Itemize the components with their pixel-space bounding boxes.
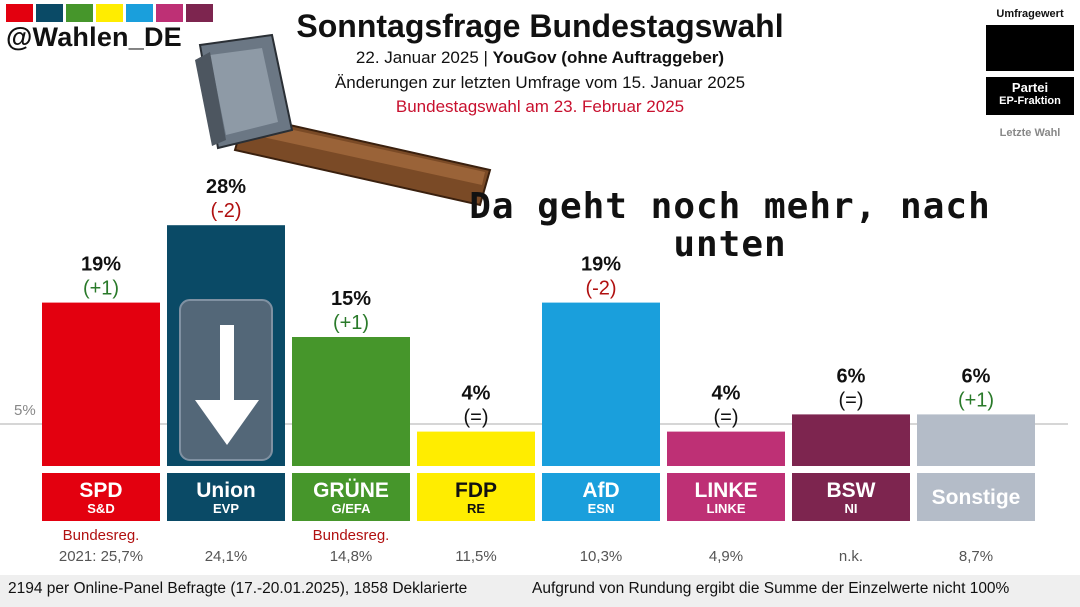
party-label-box	[667, 473, 785, 521]
party-label-box	[542, 473, 660, 521]
color-strip-swatch	[126, 4, 153, 22]
change-label: (=)	[714, 407, 739, 429]
party-name: SPD	[79, 479, 122, 502]
ep-fraction: S&D	[87, 501, 114, 516]
ep-fraction: G/EFA	[331, 501, 371, 516]
bar-linke	[667, 431, 785, 466]
bar-afd	[542, 302, 660, 466]
change-label: (-2)	[585, 278, 616, 300]
change-label: (+1)	[83, 278, 119, 300]
bar-fdp	[417, 431, 535, 466]
channel-handle: @Wahlen_DE	[6, 22, 182, 52]
change-label: (-2)	[210, 200, 241, 222]
legend-fraction-label: EP-Fraktion	[999, 95, 1061, 107]
color-strip-swatch	[156, 4, 183, 22]
party-label-box	[917, 473, 1035, 521]
last-election-value: 24,1%	[205, 548, 248, 565]
last-election-value: 11,5%	[455, 548, 496, 565]
ep-fraction: LINKE	[707, 501, 746, 516]
value-label: 19%	[581, 254, 621, 276]
party-label-box	[167, 473, 285, 521]
last-election-value: n.k.	[839, 548, 863, 565]
page-title: Sonntagsfrage Bundestagswahl	[296, 8, 784, 44]
value-label: 4%	[462, 383, 491, 405]
party-name: GRÜNE	[313, 479, 389, 502]
party-name: Sonstige	[932, 486, 1021, 509]
subtitle-election-date: Bundestagswahl am 23. Februar 2025	[395, 97, 685, 116]
party-label-box	[42, 473, 160, 521]
color-strip-swatch	[96, 4, 123, 22]
party-name: BSW	[827, 479, 876, 502]
subtitle-changes: Änderungen zur letzten Umfrage vom 15. J…	[334, 73, 746, 92]
last-election-value: 10,3%	[580, 548, 623, 565]
ep-fraction: EVP	[213, 501, 239, 516]
bar-bsw	[792, 414, 910, 466]
value-label: 28%	[206, 176, 246, 198]
party-label-box	[792, 473, 910, 521]
bar-spd	[42, 302, 160, 466]
last-election-value: 14,8%	[330, 548, 373, 565]
arrow-down-icon	[195, 400, 259, 445]
ep-fraction: RE	[467, 501, 485, 516]
last-election-value: 8,7%	[959, 548, 993, 565]
subtitle-institute: YouGov (ohne Auftraggeber)	[492, 48, 725, 67]
color-strip-swatch	[186, 4, 213, 22]
legend-party-box: Partei EP-Fraktion	[986, 77, 1074, 115]
value-label: 6%	[962, 365, 991, 387]
change-label: (+1)	[958, 389, 994, 411]
bar-grüne	[292, 337, 410, 466]
last-election-value: 4,9%	[709, 548, 743, 565]
value-label: 6%	[837, 365, 866, 387]
overlay-caption: Da geht noch mehr, nach unten	[469, 186, 991, 265]
party-name: LINKE	[695, 479, 758, 502]
change-label: (=)	[464, 407, 489, 429]
hammer-icon	[195, 33, 492, 207]
ep-fraction: NI	[845, 501, 858, 516]
arrow-down-icon	[220, 325, 234, 405]
legend-party-label: Partei	[1011, 80, 1049, 95]
ep-fraction: ESN	[588, 501, 615, 516]
value-label: 19%	[81, 254, 121, 276]
color-strip	[6, 4, 213, 22]
color-strip-swatch	[36, 4, 63, 22]
bar-sonstige	[917, 414, 1035, 466]
reference-line-label: 5%	[14, 402, 36, 419]
legend-last-election: Letzte Wahl	[999, 127, 1061, 139]
subtitle-date: 22. Januar 2025 |	[355, 48, 493, 67]
change-label: (+1)	[333, 312, 369, 334]
value-label: 15%	[331, 288, 371, 310]
subtitle-date-institute: 22. Januar 2025 | YouGov (ohne Auftragge…	[230, 48, 850, 68]
party-name: Union	[196, 479, 255, 502]
legend-value-box	[986, 25, 1074, 71]
party-label-box	[292, 473, 410, 521]
party-name: FDP	[455, 479, 497, 502]
footer-sample-info: 2194 per Online-Panel Befragte (17.-20.0…	[8, 580, 468, 597]
last-election-value: 2021: 25,7%	[59, 548, 143, 565]
government-note: Bundesreg.	[63, 527, 140, 544]
color-strip-swatch	[6, 4, 33, 22]
color-strip-swatch	[66, 4, 93, 22]
government-note: Bundesreg.	[313, 527, 390, 544]
legend-header: Umfragewert	[996, 8, 1064, 20]
party-label-box	[417, 473, 535, 521]
change-label: (=)	[839, 389, 864, 411]
party-name: AfD	[582, 479, 619, 502]
footer-rounding-note: Aufgrund von Rundung ergibt die Summe de…	[532, 580, 1010, 597]
value-label: 4%	[712, 383, 741, 405]
footer-bar	[0, 575, 1080, 607]
